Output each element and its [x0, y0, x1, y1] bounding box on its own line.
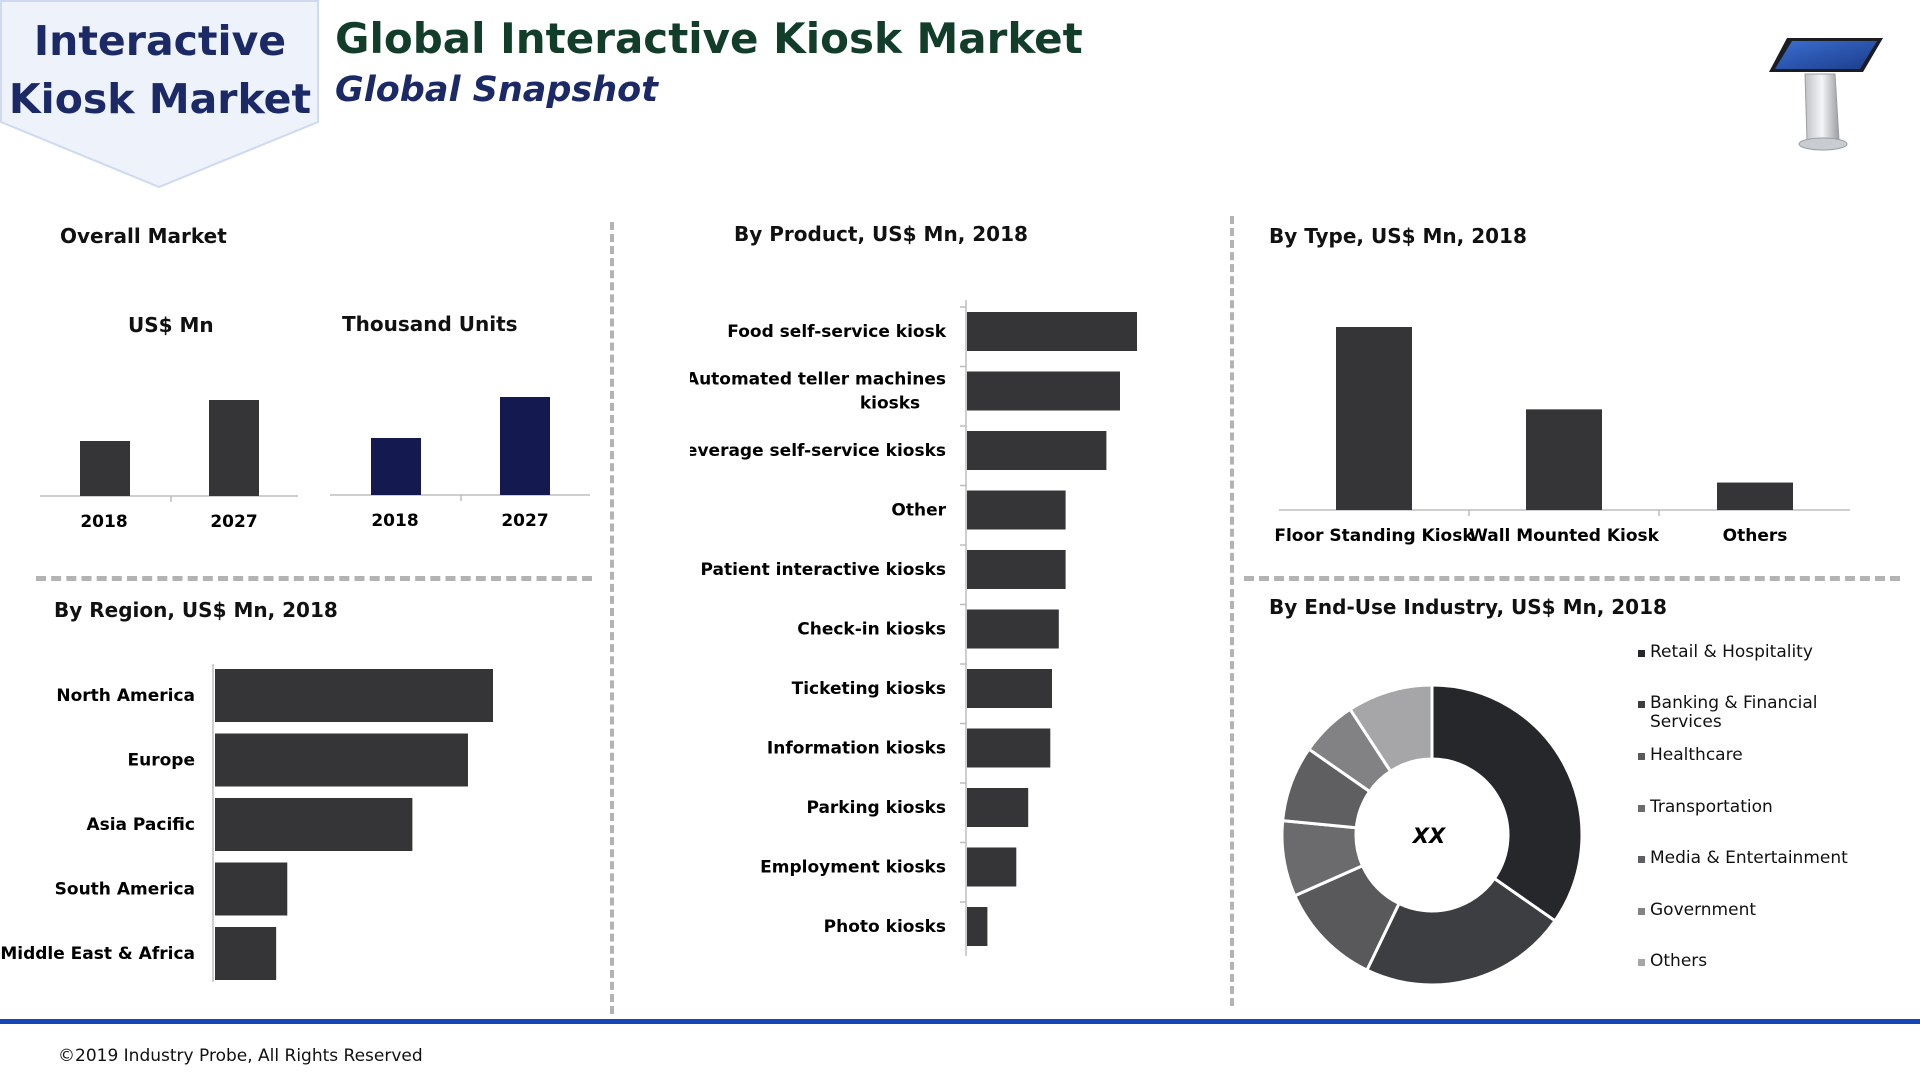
kiosk-icon: [1769, 38, 1883, 151]
overall-market-title: Overall Market: [60, 224, 227, 248]
product-label-information-kiosks: Information kiosks: [767, 739, 946, 759]
legend-swatch-government: [1638, 908, 1645, 915]
product-label-food-self-service-kiosk: Food self-service kiosk: [727, 322, 946, 342]
usd-chart-title: US$ Mn: [128, 313, 214, 337]
product-label-beverage-self-service-kiosks: Beverage self-service kiosks: [690, 441, 946, 461]
region-label-north-america: North America: [56, 686, 195, 706]
legend-swatch-others: [1638, 959, 1645, 966]
footer-copyright: ©2019 Industry Probe, All Rights Reserve…: [58, 1046, 423, 1066]
units-tick-2018: 2018: [371, 511, 418, 531]
overall-units-chart: 2018 2027: [330, 397, 590, 531]
legend-swatch-retail-hospitality: [1638, 650, 1645, 657]
product-bar-photo-kiosks: [967, 907, 988, 946]
donut-slice-others: [1348, 683, 1434, 774]
by-end-use-title: By End-Use Industry, US$ Mn, 2018: [1269, 595, 1667, 619]
by-region-title: By Region, US$ Mn, 2018: [54, 598, 338, 622]
title-badge: Interactive Kiosk Market: [0, 0, 320, 189]
usd-bar-2027: [209, 400, 259, 496]
badge-label: Interactive Kiosk Market: [0, 12, 320, 128]
page-title: Global Interactive Kiosk Market: [335, 14, 1083, 63]
divider-right: [1230, 216, 1234, 1006]
badge-line-2: Kiosk Market: [8, 75, 312, 123]
type-label-others: Others: [1723, 526, 1788, 546]
product-bar-automated-teller-machines-kiosks: [967, 371, 1120, 411]
type-bar-others: [1717, 482, 1793, 510]
usd-tick-2018: 2018: [80, 512, 127, 532]
legend-item-transportation: Transportation: [1638, 797, 1773, 817]
page-subtitle: Global Snapshot: [335, 70, 658, 110]
region-label-south-america: South America: [55, 880, 195, 900]
region-label-europe: Europe: [128, 751, 195, 771]
legend-label-others: Others: [1650, 951, 1708, 971]
divider-left: [610, 222, 614, 1014]
product-bar-information-kiosks: [967, 728, 1051, 768]
legend-swatch-banking-financial-services: [1638, 701, 1645, 708]
footer-line: [0, 1019, 1920, 1024]
product-bar-employment-kiosks: [967, 847, 1017, 887]
usd-bar-2018: [80, 441, 130, 496]
legend-item-healthcare: Healthcare: [1638, 745, 1743, 765]
by-product-chart: Food self-service kiosk Automated teller …: [690, 300, 1137, 956]
product-bar-check-in-kiosks: [967, 609, 1059, 649]
type-bar-floor-standing-kiosk: [1336, 327, 1412, 510]
region-label-asia-pacific: Asia Pacific: [86, 815, 195, 835]
badge-line-1: Interactive: [33, 17, 287, 65]
usd-tick-2027: 2027: [210, 512, 257, 532]
donut-slice-banking-financial-services: [1364, 876, 1558, 987]
region-bar-asia-pacific: [215, 798, 413, 851]
region-bar-north-america: [215, 669, 493, 722]
by-region-chart: North America Europe Asia Pacific South Ame…: [0, 664, 493, 982]
product-bar-beverage-self-service-kiosks: [967, 431, 1107, 470]
donut-center-label: XX: [1411, 824, 1447, 848]
product-bar-ticketing-kiosks: [967, 669, 1052, 708]
legend-item-media-entertainment: Media & Entertainment: [1638, 848, 1848, 868]
legend-item-government: Government: [1638, 900, 1757, 920]
product-bar-parking-kiosks: [967, 788, 1029, 827]
units-chart-title: Thousand Units: [342, 312, 518, 336]
product-label-patient-interactive-kiosks: Patient interactive kiosks: [701, 560, 946, 580]
legend-label-healthcare: Healthcare: [1650, 745, 1743, 765]
legend-item-retail-hospitality: Retail & Hospitality: [1638, 642, 1813, 662]
product-label-ticketing-kiosks: Ticketing kiosks: [792, 679, 946, 699]
legend-item-banking-financial-services: Banking & Financial Services: [1638, 693, 1818, 732]
overall-usd-chart: 2018 2027: [40, 400, 298, 532]
units-tick-2027: 2027: [501, 511, 548, 531]
product-bar-patient-interactive-kiosks: [967, 550, 1066, 589]
legend-swatch-healthcare: [1638, 753, 1645, 760]
units-bar-2027: [500, 397, 550, 495]
badge-shape: [0, 0, 319, 189]
product-label-automated-teller-machines-kiosks: Automated teller machines kiosks: [690, 370, 946, 414]
legend-label-government: Government: [1650, 900, 1757, 920]
product-label-check-in-kiosks: Check-in kiosks: [797, 620, 946, 640]
type-label-wall-mounted-kiosk: Wall Mounted Kiosk: [1469, 526, 1660, 546]
end-use-donut-chart: XX: [1280, 683, 1584, 987]
product-label-employment-kiosks: Employment kiosks: [760, 858, 946, 878]
region-bar-south-america: [215, 862, 288, 916]
units-bar-2018: [371, 438, 421, 495]
divider-right-horizontal: [1244, 576, 1900, 581]
by-product-title: By Product, US$ Mn, 2018: [734, 222, 1028, 246]
legend-swatch-transportation: [1638, 805, 1645, 812]
legend-label-media-entertainment: Media & Entertainment: [1650, 848, 1848, 868]
divider-left-horizontal: [36, 576, 592, 581]
legend-label-retail-hospitality: Retail & Hospitality: [1650, 642, 1813, 662]
legend-item-others: Others: [1638, 951, 1708, 971]
type-bar-wall-mounted-kiosk: [1526, 409, 1602, 510]
region-label-middle-east-africa: Middle East & Africa: [0, 944, 195, 964]
donut-slice-retail-hospitality: [1430, 683, 1584, 923]
by-type-title: By Type, US$ Mn, 2018: [1269, 224, 1527, 248]
product-label-photo-kiosks: Photo kiosks: [824, 917, 946, 937]
region-bar-middle-east-africa: [215, 927, 277, 980]
legend-swatch-media-entertainment: [1638, 856, 1645, 863]
product-bar-other: [967, 490, 1066, 530]
product-label-parking-kiosks: Parking kiosks: [806, 798, 946, 818]
legend-label-transportation: Transportation: [1650, 797, 1773, 817]
region-bar-europe: [215, 733, 468, 787]
legend-label-banking-financial-services: Banking & Financial Services: [1650, 693, 1818, 732]
product-bar-food-self-service-kiosk: [967, 312, 1137, 351]
type-label-floor-standing-kiosk: Floor Standing Kiosk: [1274, 526, 1474, 546]
product-label-other: Other: [891, 501, 946, 521]
